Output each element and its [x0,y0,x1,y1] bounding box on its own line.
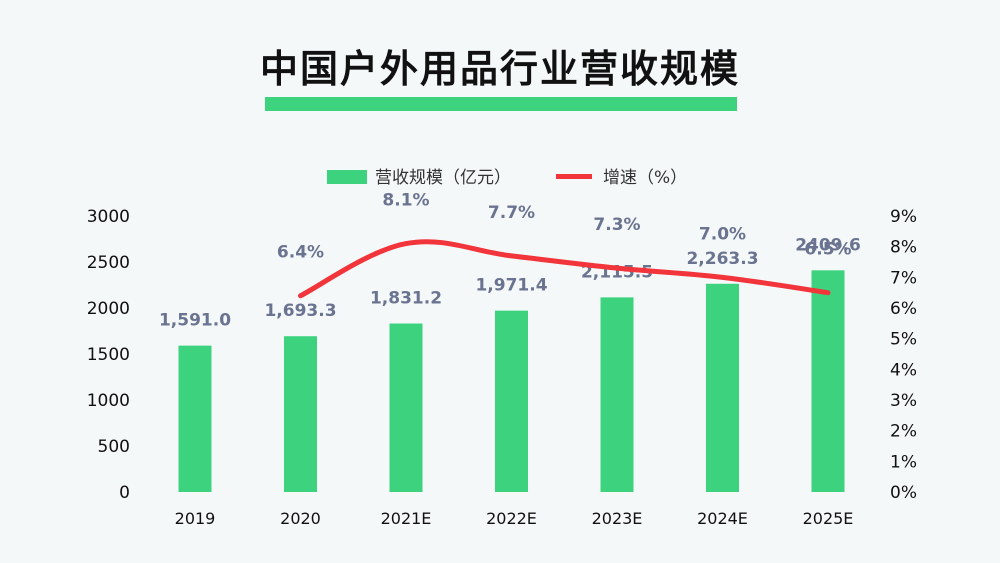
y-right-tick: 1% [890,452,917,472]
growth-value-label: 6.5% [804,240,851,260]
legend-label-growth: 增速（%） [603,168,687,188]
y-left-tick: 2000 [87,299,130,319]
y-right-tick: 7% [890,268,917,288]
y-right-tick: 2% [890,422,917,442]
bar [600,297,634,492]
legend-label-revenue: 营收规模（亿元） [375,168,511,188]
bar [389,323,423,492]
y-left-tick: 0 [119,483,130,503]
bar-value-label: 1,831.2 [370,289,442,309]
growth-value-label: 7.3% [593,215,640,235]
legend-swatch-revenue [327,170,367,184]
growth-line: 6.4% 8.1% 7.7% 7.3% 7.0% 6.5% [277,191,852,299]
bar-value-label: 1,693.3 [264,301,336,321]
growth-value-label: 8.1% [382,191,429,211]
y-left-tick: 1500 [87,345,130,365]
growth-value-label: 6.4% [277,243,324,263]
bar [495,310,528,492]
title-underline [265,97,737,111]
bar [178,345,212,492]
growth-value-label: 7.7% [488,203,535,223]
growth-line-path [298,239,831,299]
legend-swatch-growth [556,174,592,179]
growth-value-label: 7.0% [699,224,746,244]
x-tick-label: 2025E [803,509,854,528]
bar-value-label: 2409.6 [795,235,861,255]
bar-value-label: 1,591.0 [159,311,231,331]
x-tick-label: 2019 [175,509,216,528]
bar-value-label: 1,971.4 [475,276,547,296]
y-right-tick: 4% [890,360,917,380]
x-tick-label: 2024E [697,509,748,528]
y-axis-right: 0% 1% 2% 3% 4% 5% 6% 7% 8% 9% [890,207,917,503]
y-right-tick: 3% [890,391,917,411]
bar [706,283,739,492]
y-right-tick: 5% [890,330,917,350]
bar-value-label: 2,263.3 [686,249,758,269]
bar [284,336,317,492]
legend: 营收规模（亿元） 增速（%） [327,168,687,188]
y-left-tick: 2500 [87,253,130,273]
x-axis: 2019 2020 2021E 2022E 2023E 2024E 2025E [175,509,854,528]
bar [811,270,845,492]
x-tick-label: 2021E [381,509,432,528]
chart-title: 中国户外用品行业营收规模 [259,47,740,91]
x-tick-label: 2020 [280,509,321,528]
y-right-tick: 8% [890,238,917,258]
x-tick-label: 2022E [486,509,537,528]
y-left-tick: 500 [98,437,130,457]
x-tick-label: 2023E [592,509,643,528]
y-axis-left: 0 500 1000 1500 2000 2500 3000 [87,207,130,503]
y-left-tick: 1000 [87,391,130,411]
y-right-tick: 6% [890,299,917,319]
y-left-tick: 3000 [87,207,130,227]
y-right-tick: 9% [890,207,917,227]
y-right-tick: 0% [890,483,917,503]
bar-series: 1,591.0 1,693.31,831.21,971.42,115.52,263… [159,235,861,492]
